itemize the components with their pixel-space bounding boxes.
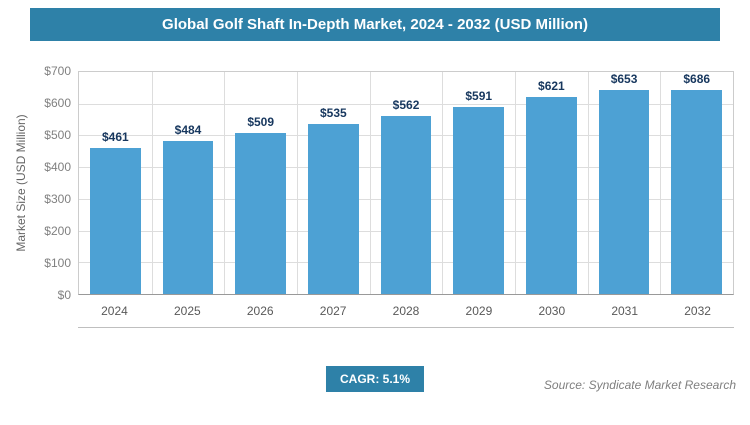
bar-columns: $461 $484 $509 $535 $562 $591 $621 $653 $686	[79, 72, 733, 294]
bar-2027	[307, 124, 359, 294]
v-gridline	[224, 72, 226, 294]
x-axis-labels: 2024 2025 2026 2027 2028 2029 2030 2031 2032	[78, 295, 734, 328]
bar-column-2024: $461	[79, 72, 152, 294]
bar-column-2028: $562	[370, 72, 443, 294]
chart-title: Global Golf Shaft In-Depth Market, 2024 …	[162, 16, 588, 33]
chart-footer: CAGR: 5.1% Source: Syndicate Market Rese…	[0, 366, 750, 398]
y-axis-ticks: $700 $600 $500 $400 $300 $200 $100 $0	[32, 64, 78, 302]
x-tick-label-2029: 2029	[465, 304, 493, 318]
plot-area: $461 $484 $509 $535 $562 $591 $621 $653 $686	[78, 71, 734, 295]
cagr-badge: CAGR: 5.1%	[325, 366, 425, 392]
v-gridline	[297, 72, 298, 294]
bar-2026	[235, 132, 287, 294]
bar-value-label: $535	[320, 106, 347, 121]
bar-2031	[598, 90, 650, 294]
bar-2030	[525, 97, 577, 294]
bar-chart: Market Size (USD Million) $700 $600 $500 $4…	[10, 64, 734, 328]
y-tick-label: $300	[44, 192, 71, 206]
bar-column-2026: $509	[224, 72, 297, 294]
bar-value-label: $509	[247, 114, 275, 129]
bar-2028	[380, 115, 432, 294]
y-tick-label: $0	[57, 288, 71, 302]
v-gridline	[151, 72, 153, 294]
bar-2032	[671, 90, 723, 294]
x-tick-label-2031: 2031	[611, 304, 639, 318]
x-tick-label-2027: 2027	[319, 304, 347, 318]
y-tick-label: $100	[44, 256, 71, 270]
v-gridline	[515, 72, 516, 294]
y-tick-label: $600	[44, 96, 71, 110]
v-gridline	[587, 72, 589, 294]
y-axis-label-cell: Market Size (USD Million)	[10, 71, 32, 295]
x-tick-label-2028: 2028	[392, 304, 420, 318]
bar-value-label: $461	[101, 129, 129, 144]
y-tick-label: $700	[44, 64, 71, 78]
bar-2029	[453, 106, 505, 294]
bar-column-2030: $621	[515, 72, 588, 294]
bar-2025	[162, 140, 214, 294]
bar-column-2032: $686	[660, 72, 733, 294]
bar-value-label: $562	[392, 97, 420, 112]
bar-value-label: $591	[465, 88, 493, 103]
x-tick-label-2032: 2032	[684, 304, 711, 318]
y-tick-label: $200	[44, 224, 71, 238]
bar-value-label: $484	[174, 122, 202, 137]
x-tick-label-2026: 2026	[246, 304, 274, 318]
h-gridline	[79, 103, 733, 105]
y-tick-label: $400	[44, 160, 71, 174]
v-gridline	[660, 72, 662, 294]
bar-2024	[89, 147, 141, 294]
chart-title-bar: Global Golf Shaft In-Depth Market, 2024 …	[30, 8, 720, 41]
x-tick-label-2025: 2025	[173, 304, 201, 318]
source-text: Source: Syndicate Market Research	[543, 378, 736, 392]
v-gridline	[369, 72, 371, 294]
y-tick-label: $500	[44, 128, 71, 142]
x-tick-label-2030: 2030	[538, 304, 566, 318]
bar-column-2031: $653	[588, 72, 661, 294]
bar-column-2029: $591	[442, 72, 515, 294]
bar-value-label: $621	[538, 79, 565, 94]
bar-value-label: $653	[610, 72, 638, 86]
plot-main: $461 $484 $509 $535 $562 $591 $621 $653 $686 202…	[78, 71, 734, 328]
x-tick-label-2024: 2024	[101, 304, 128, 318]
bar-column-2025: $484	[152, 72, 225, 294]
y-axis-label: Market Size (USD Million)	[14, 114, 28, 252]
bar-column-2027: $535	[297, 72, 370, 294]
v-gridline	[442, 72, 444, 294]
bar-value-label: $686	[683, 72, 711, 86]
